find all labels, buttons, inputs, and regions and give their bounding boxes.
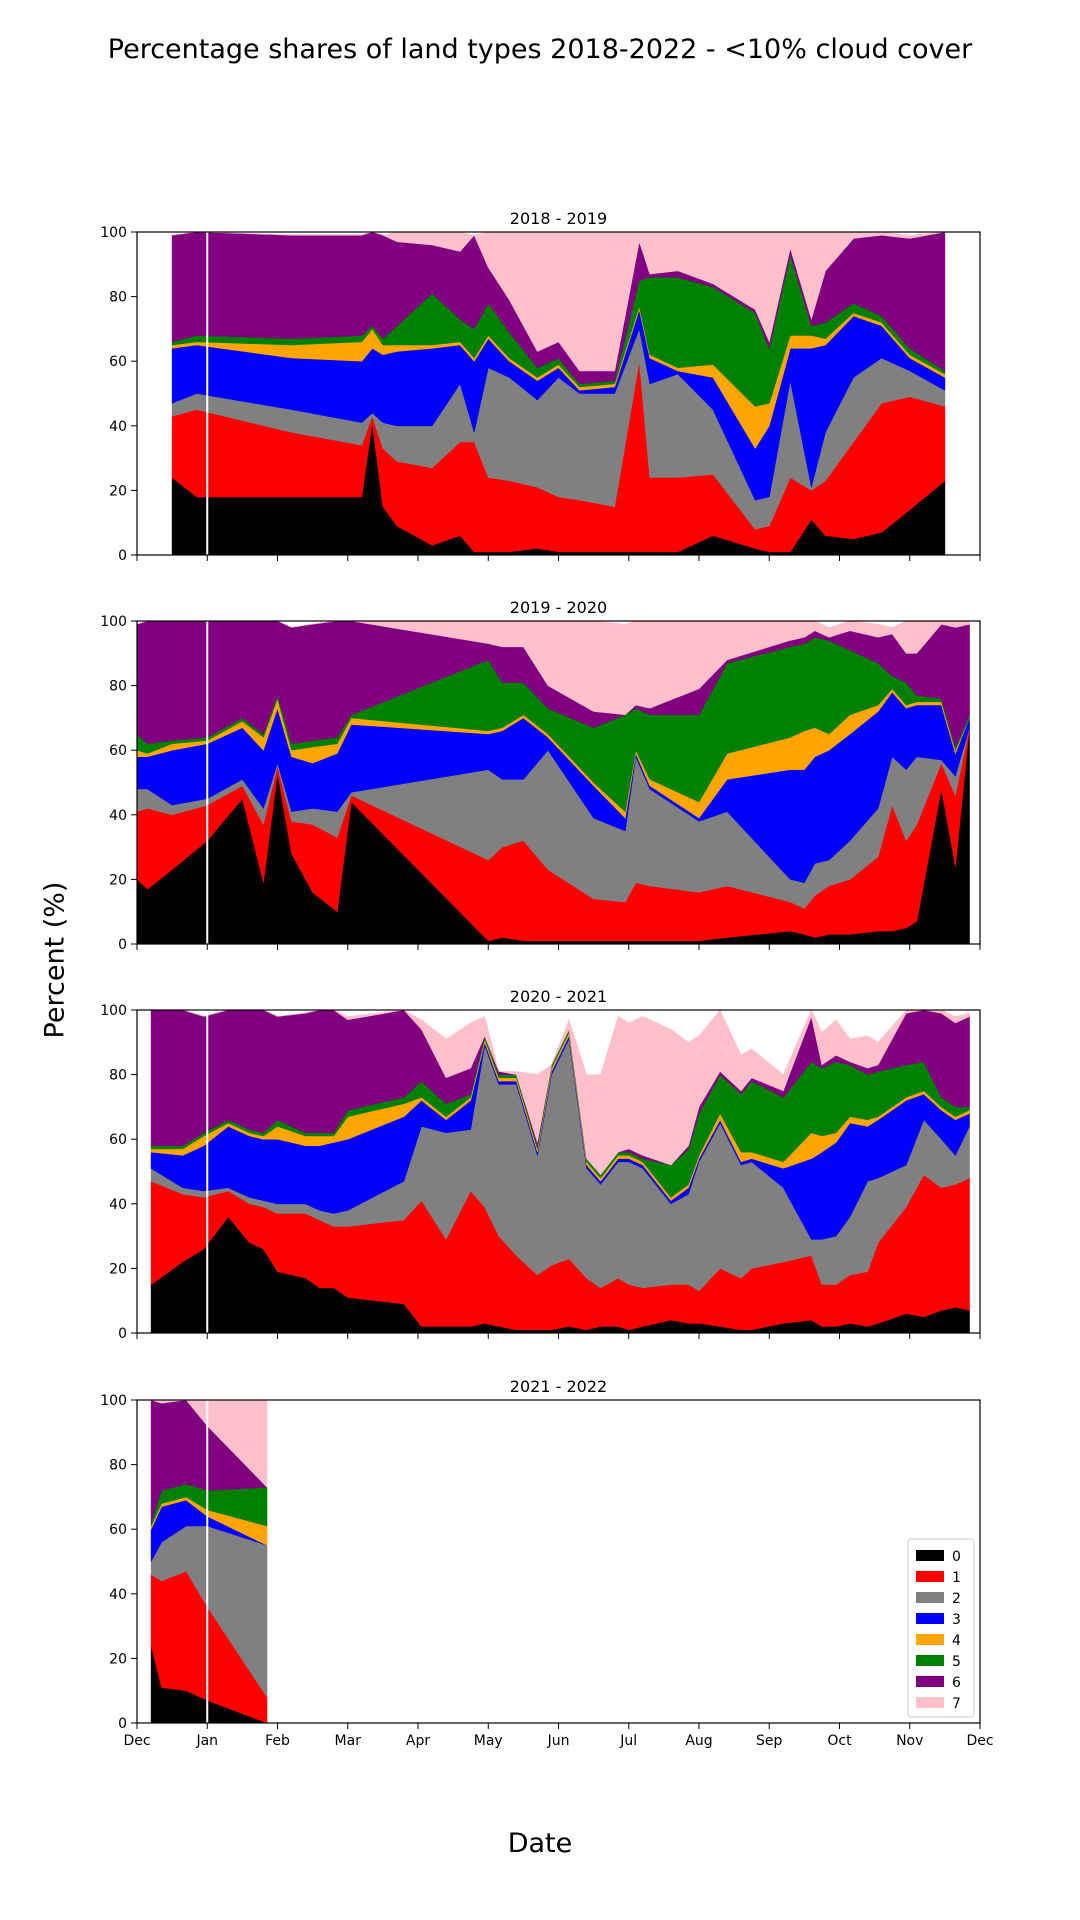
area-series-class-7 [137,621,970,716]
x-tick-label: Jul [619,1733,637,1749]
legend-swatch-0 [916,1550,944,1561]
y-tick-label: 40 [109,808,127,824]
y-tick-label: 0 [118,548,127,564]
legend-label-3: 3 [952,1612,961,1628]
x-tick-label: Aug [685,1733,712,1749]
y-tick-label: 80 [109,679,127,695]
panel-title: 2019 - 2020 [510,598,607,617]
figure-title: Percentage shares of land types 2018-202… [107,34,973,65]
x-tick-label: Feb [265,1733,290,1749]
y-tick-label: 40 [109,1197,127,1213]
y-tick-label: 60 [109,1132,127,1148]
y-tick-label: 40 [109,1587,127,1603]
x-tick-label: Jun [547,1733,570,1749]
x-tick-label: Dec [123,1733,150,1749]
y-tick-label: 0 [118,1716,127,1732]
panel-title: 2020 - 2021 [510,987,607,1006]
legend-box [907,1538,975,1718]
x-tick-label: Jan [195,1733,218,1749]
legend: 0 1 2 3 4 5 6 7 [907,1538,975,1718]
x-tick-label: Dec [966,1733,993,1749]
chart-panel-2: 2020 - 2021 0 20 40 60 80 100 [100,987,981,1342]
legend-label-1: 1 [952,1570,961,1586]
legend-swatch-2 [916,1592,944,1603]
x-tick-label: Mar [335,1733,362,1749]
area-series-class-7 [151,1400,268,1488]
legend-label-0: 0 [952,1549,961,1565]
y-tick-label: 20 [109,872,127,888]
area-series-class-7 [172,232,945,372]
y-tick-label: 20 [109,1261,127,1277]
series-areas [171,232,946,555]
x-tick-label: Apr [406,1733,430,1749]
chart-panel-1: 2019 - 2020 0 20 40 60 80 100 [100,598,981,953]
legend-label-6: 6 [952,1675,961,1691]
y-tick-label: 20 [109,483,127,499]
y-tick-label: 60 [109,1522,127,1538]
x-tick-label: Sep [756,1733,783,1749]
y-tick-label: 100 [100,1393,127,1409]
legend-swatch-5 [916,1655,944,1666]
legend-label-5: 5 [952,1654,961,1670]
chart-panel-0: 2018 - 2019 0 20 40 60 80 100 [100,209,981,564]
legend-swatch-3 [916,1613,944,1624]
y-tick-label: 100 [100,225,127,241]
y-tick-label: 80 [109,1068,127,1084]
series-areas [137,621,970,944]
x-tick-label: May [474,1733,503,1749]
legend-label-2: 2 [952,1591,961,1607]
y-tick-label: 80 [109,290,127,306]
panel-title: 2021 - 2022 [510,1377,607,1396]
legend-label-7: 7 [952,1696,961,1712]
legend-label-4: 4 [952,1633,961,1649]
area-series-class-7 [151,1010,970,1176]
y-tick-label: 0 [118,1326,127,1342]
y-tick-label: 80 [109,1458,127,1474]
y-tick-label: 60 [109,354,127,370]
x-axis-label: Date [507,1828,573,1859]
x-tick-label: Oct [827,1733,852,1749]
y-tick-label: 0 [118,937,127,953]
x-tick-label: Nov [896,1733,923,1749]
y-tick-label: 100 [100,1003,127,1019]
legend-swatch-7 [916,1697,944,1708]
y-tick-label: 40 [109,419,127,435]
y-tick-label: 60 [109,743,127,759]
legend-swatch-4 [916,1634,944,1645]
series-areas [150,1400,268,1723]
legend-swatch-6 [916,1676,944,1687]
y-tick-label: 100 [100,614,127,630]
series-areas [150,1010,970,1333]
panel-title: 2018 - 2019 [510,209,607,228]
y-tick-label: 20 [109,1651,127,1667]
legend-swatch-1 [916,1571,944,1582]
